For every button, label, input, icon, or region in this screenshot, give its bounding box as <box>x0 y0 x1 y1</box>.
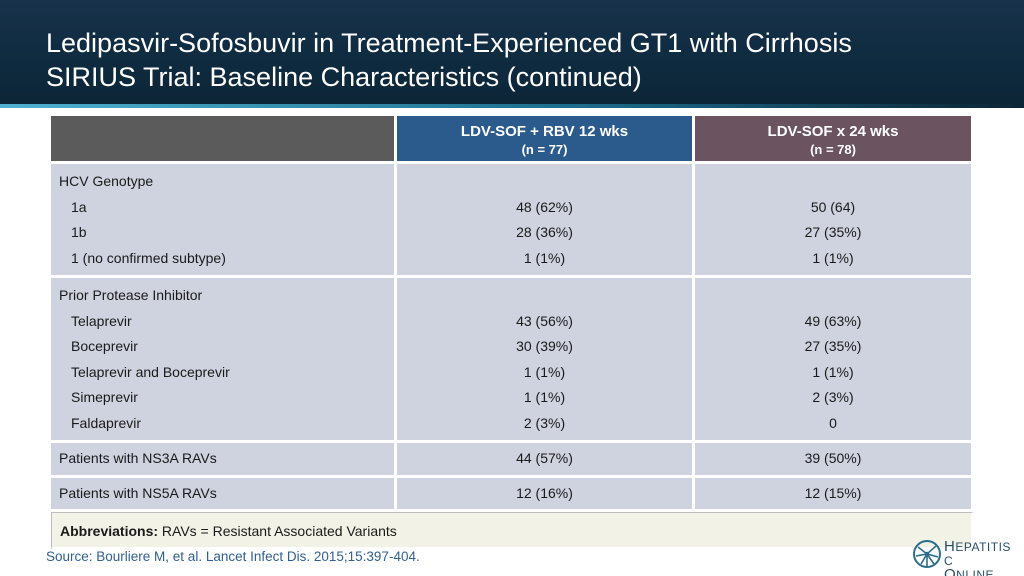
abbreviations-cell: Abbreviations: RAVs = Resistant Associat… <box>51 512 974 550</box>
title-line-2: SIRIUS Trial: Baseline Characteristics (… <box>46 62 642 92</box>
logo-text: EPATITIS C <box>944 540 1011 568</box>
cell-value: 1 (1%) <box>523 249 566 266</box>
row-labels: HCV Genotype 1a 1b 1 (no confirmed subty… <box>51 164 397 278</box>
table-row-abbreviations: Abbreviations: RAVs = Resistant Associat… <box>51 512 974 550</box>
cell-value: 12 (15%) <box>804 484 862 501</box>
row-label: Patients with NS5A RAVs <box>59 484 217 501</box>
column-name: LDV-SOF + RBV 12 wks <box>460 123 629 140</box>
hepatitis-c-online-logo: HEPATITIS C ONLINE <box>912 539 1016 576</box>
group-label: Prior Protease Inhibitor <box>59 287 203 303</box>
cell-a: 44 (57%) <box>397 443 695 478</box>
cell-value: 44 (57%) <box>516 450 573 466</box>
title-line-1: Ledipasvir-Sofosbuvir in Treatment-Exper… <box>46 28 852 58</box>
cell-value: 12 (16%) <box>516 484 573 501</box>
row-label: Telaprevir <box>71 312 132 329</box>
table-header-row: LDV-SOF + RBV 12 wks (n = 77) LDV-SOF x … <box>51 116 974 164</box>
row-label: 1b <box>71 224 87 240</box>
column-name: LDV-SOF x 24 wks <box>767 123 899 140</box>
logo-globe-icon <box>913 540 941 568</box>
group-label: HCV Genotype <box>59 173 154 189</box>
cell-value: 2 (3%) <box>812 389 854 405</box>
row-label-cell: Patients with NS3A RAVs <box>51 443 397 478</box>
cell-value: 27 (35%) <box>804 224 862 240</box>
column-b-values: 49 (63%) 27 (35%) 1 (1%) 2 (3%) 0 <box>695 278 974 443</box>
header-accent-bar <box>0 104 1024 108</box>
column-header-ldv-sof-rbv: LDV-SOF + RBV 12 wks (n = 77) <box>397 116 695 164</box>
slide-header: Ledipasvir-Sofosbuvir in Treatment-Exper… <box>0 0 1024 108</box>
cell-value: 27 (35%) <box>804 338 862 354</box>
cell-a: 12 (16%) <box>397 477 695 512</box>
cell-value: 43 (56%) <box>516 312 573 329</box>
cell-value: 1 (1%) <box>812 249 854 266</box>
table-row-ns5a-ravs: Patients with NS5A RAVs 12 (16%) 12 (15%… <box>51 477 974 512</box>
source-citation: Source: Bourliere M, et al. Lancet Infec… <box>46 549 420 564</box>
logo-initial: O <box>944 566 957 576</box>
row-label: Boceprevir <box>71 338 138 354</box>
slide-title: Ledipasvir-Sofosbuvir in Treatment-Exper… <box>46 26 986 94</box>
abbreviations-label: Abbreviations: <box>60 523 159 539</box>
cell-b: 12 (15%) <box>695 477 974 512</box>
row-label: Telaprevir and Boceprevir <box>71 363 230 380</box>
cell-value: 39 (50%) <box>804 450 862 466</box>
table-row-hcv-genotype: HCV Genotype 1a 1b 1 (no confirmed subty… <box>51 164 974 278</box>
column-n: (n = 77) <box>521 142 568 157</box>
cell-value: 0 <box>829 414 837 431</box>
row-label-cell: Patients with NS5A RAVs <box>51 477 397 512</box>
cell-value: 1 (1%) <box>523 363 566 380</box>
header-empty-cell <box>51 116 397 164</box>
cell-value: 50 (64) <box>810 198 856 215</box>
cell-value: 1 (1%) <box>523 389 566 405</box>
logo-wordmark: HEPATITIS C ONLINE <box>944 538 1016 576</box>
column-b-values: 50 (64) 27 (35%) 1 (1%) <box>695 164 974 278</box>
row-label: 1 (no confirmed subtype) <box>71 249 226 266</box>
logo-initial: H <box>944 538 956 555</box>
row-labels: Prior Protease Inhibitor Telaprevir Boce… <box>51 278 397 443</box>
cell-value: 30 (39%) <box>516 338 573 354</box>
table-row-prior-protease-inhibitor: Prior Protease Inhibitor Telaprevir Boce… <box>51 278 974 443</box>
cell-value: 1 (1%) <box>812 363 854 380</box>
abbreviations-text: RAVs = Resistant Associated Variants <box>158 523 397 539</box>
row-label: Patients with NS3A RAVs <box>59 450 217 466</box>
cell-value: 48 (62%) <box>516 198 573 215</box>
column-n: (n = 78) <box>810 142 856 157</box>
cell-b: 39 (50%) <box>695 443 974 478</box>
table-row-ns3a-ravs: Patients with NS3A RAVs 44 (57%) 39 (50%… <box>51 443 974 478</box>
cell-value: 2 (3%) <box>523 414 566 431</box>
cell-value: 49 (63%) <box>804 312 862 329</box>
column-header-ldv-sof-24: LDV-SOF x 24 wks (n = 78) <box>695 116 974 164</box>
row-label: Faldaprevir <box>71 414 142 431</box>
logo-text: NLINE <box>956 568 995 576</box>
column-a-values: 43 (56%) 30 (39%) 1 (1%) 1 (1%) 2 (3%) <box>397 278 695 443</box>
row-label: Simeprevir <box>71 389 138 405</box>
row-label: 1a <box>71 198 87 215</box>
column-a-values: 48 (62%) 28 (36%) 1 (1%) <box>397 164 695 278</box>
cell-value: 28 (36%) <box>516 224 573 240</box>
baseline-characteristics-table: LDV-SOF + RBV 12 wks (n = 77) LDV-SOF x … <box>51 116 974 550</box>
